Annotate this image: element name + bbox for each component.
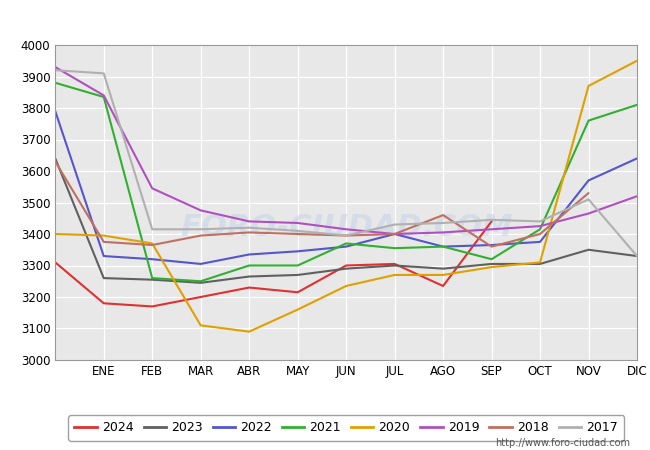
Text: Afiliados en Alcaudete a 30/9/2024: Afiliados en Alcaudete a 30/9/2024: [180, 8, 470, 26]
Text: http://www.foro-ciudad.com: http://www.foro-ciudad.com: [495, 438, 630, 448]
Legend: 2024, 2023, 2022, 2021, 2020, 2019, 2018, 2017: 2024, 2023, 2022, 2021, 2020, 2019, 2018…: [68, 415, 624, 441]
Text: FORO-CIUDAD.COM: FORO-CIUDAD.COM: [180, 213, 512, 242]
